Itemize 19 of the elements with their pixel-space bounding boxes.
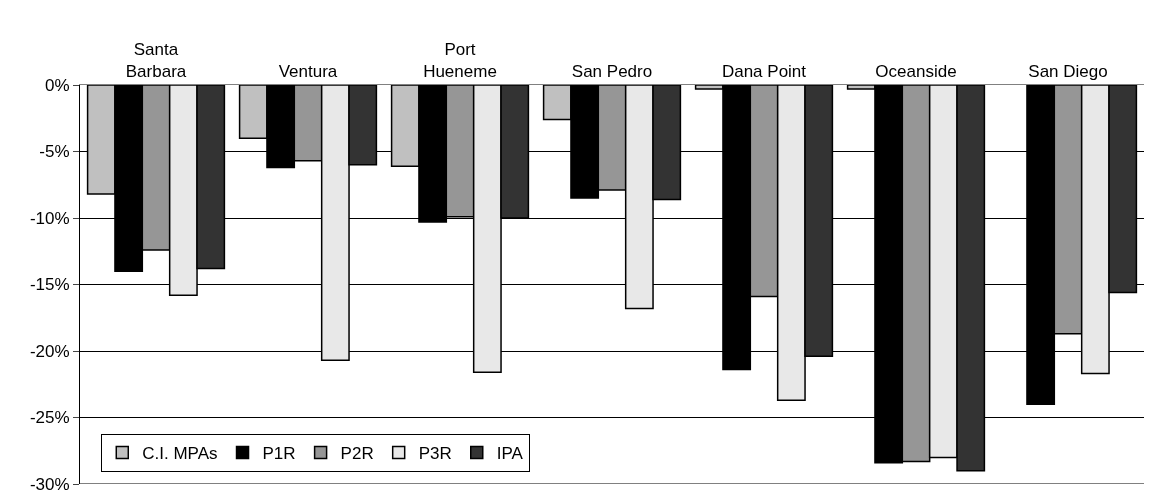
legend-label: P1R (262, 444, 296, 464)
legend-label: C.I. MPAs (142, 444, 218, 464)
x-tick-label: San Diego (1028, 62, 1108, 82)
x-tick-label: Ventura (278, 62, 338, 82)
y-tick-label: -5% (39, 142, 70, 162)
x-tick-label: Oceanside (875, 62, 957, 82)
y-tick-label: -10% (29, 208, 70, 228)
x-tick-label: Dana Point (721, 62, 807, 82)
legend-label: IPA (496, 444, 524, 464)
y-tick-label: -30% (29, 474, 70, 494)
y-tick-label: -25% (29, 408, 70, 428)
legend-label: P3R (418, 444, 452, 464)
x-tick-label: San Pedro (571, 62, 653, 82)
y-tick-label: -15% (29, 275, 70, 295)
x-tick-label: Santa Barbara (125, 40, 187, 82)
x-tick-label: Port Hueneme (423, 40, 497, 82)
legend-label: P2R (340, 444, 374, 464)
y-tick-label: -20% (29, 341, 70, 361)
y-tick-label: 0% (45, 75, 70, 95)
